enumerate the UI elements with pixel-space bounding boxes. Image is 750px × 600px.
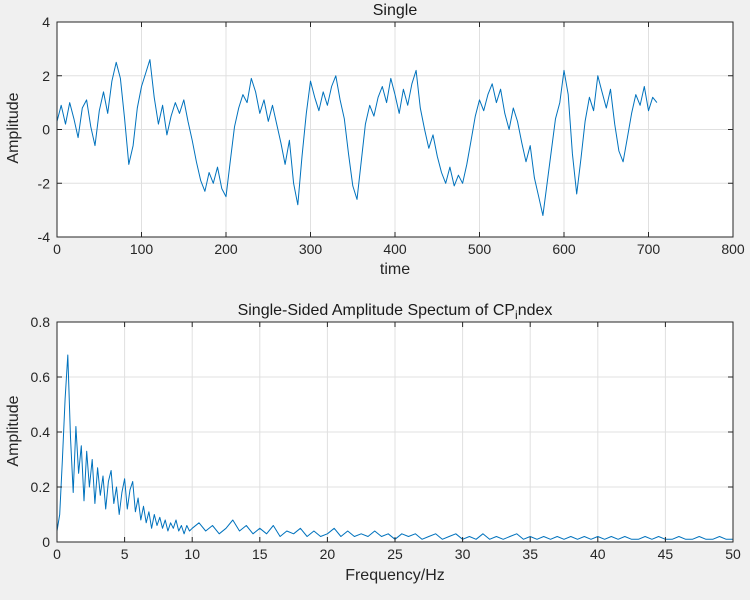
y-tick-label: -4 [38, 229, 51, 245]
spectrum-title-suffix: ndex [517, 302, 553, 319]
y-tick-label: 0.6 [31, 369, 51, 385]
y-tick-label: 0 [42, 122, 50, 138]
x-tick-label: 5 [121, 546, 129, 562]
y-tick-label: 0.4 [31, 424, 51, 440]
x-tick-label: 10 [184, 546, 200, 562]
y-tick-label: 0 [42, 534, 50, 550]
x-tick-label: 20 [320, 546, 336, 562]
x-tick-label: 0 [53, 241, 61, 257]
x-tick-label: 40 [590, 546, 606, 562]
x-tick-label: 45 [658, 546, 674, 562]
x-tick-label: 700 [637, 241, 661, 257]
y-tick-label: 0.8 [31, 314, 51, 330]
y-tick-label: 0.2 [31, 479, 51, 495]
spectrum-plot: 0 5 10 15 20 25 30 35 40 45 50 0 0.2 0.4 0.6 0.8 [31, 314, 741, 562]
signal-plot: 0 100 200 300 400 500 600 700 800 -4 -2 0 2 4 [38, 14, 745, 257]
signal-chart-panel: Single Amplitude 0 100 200 300 400 500 600 700 8… [5, 2, 745, 278]
y-tick-label: 4 [42, 14, 50, 30]
x-tick-label: 200 [214, 241, 238, 257]
spectrum-title-subscript: i [515, 308, 518, 323]
x-tick-label: 35 [522, 546, 538, 562]
x-tick-label: 400 [383, 241, 407, 257]
x-tick-label: 50 [725, 546, 741, 562]
spectrum-x-axis-label: Frequency/Hz [345, 567, 445, 584]
signal-line [56, 59, 658, 216]
x-tick-label: 500 [468, 241, 492, 257]
x-tick-label: 100 [130, 241, 154, 257]
spectrum-line [56, 354, 733, 540]
spectrum-title-prefix: Single-Sided Amplitude Spectum of CP [237, 302, 516, 319]
spectrum-chart-title: Single-Sided Amplitude Spectum of CPinde… [57, 302, 733, 322]
x-tick-label: 25 [387, 546, 403, 562]
y-tick-label: 2 [42, 68, 50, 84]
signal-chart-title: Single [372, 2, 418, 19]
spectrum-y-axis-label: Amplitude [5, 395, 22, 467]
signal-x-axis-label: time [379, 261, 411, 278]
x-tick-label: 300 [299, 241, 323, 257]
x-tick-label: 0 [53, 546, 61, 562]
x-tick-label: 600 [552, 241, 576, 257]
x-tick-label: 30 [455, 546, 471, 562]
x-tick-label: 15 [252, 546, 268, 562]
spectrum-chart-panel: Single-Sided Amplitude Spectum of CPinde… [0, 300, 750, 600]
signal-y-axis-label: Amplitude [5, 92, 22, 164]
y-tick-label: -2 [38, 175, 51, 191]
x-tick-label: 800 [721, 241, 745, 257]
